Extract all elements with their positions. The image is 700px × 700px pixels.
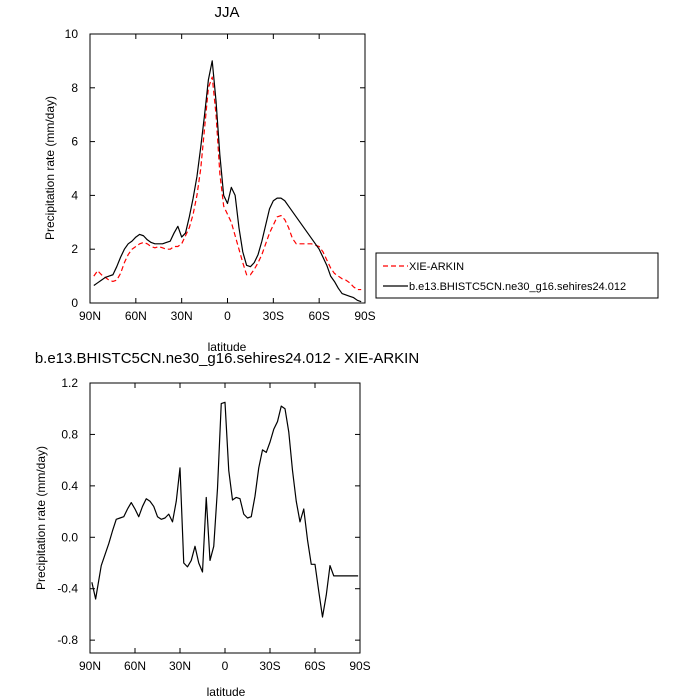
top-chart-ticks: 90N 60N 30N 0 30S 60S 90S 0 2 4 6 8 10 bbox=[65, 27, 376, 323]
legend-box bbox=[375, 252, 659, 299]
bottom-chart-series-line-0 bbox=[91, 401, 359, 618]
top-chart-x-axis-label: latitude bbox=[208, 340, 247, 354]
top-chart-y-tick-label: 0 bbox=[71, 296, 78, 310]
top-chart-y-tick-label: 10 bbox=[65, 27, 79, 41]
bottom-chart-y-tick-label: 0.0 bbox=[61, 530, 78, 544]
legend-label-model: b.e13.BHISTC5CN.ne30_g16.sehires24.012 bbox=[409, 281, 626, 293]
top-chart-y-tick-label: 2 bbox=[71, 242, 78, 256]
legend-label-xie-arkin: XIE-ARKIN bbox=[409, 261, 464, 273]
top-chart-y-axis-label: Precipitation rate (mm/day) bbox=[43, 96, 57, 240]
bottom-chart-x-axis-label: latitude bbox=[207, 685, 246, 699]
bottom-chart-x-tick-label: 90N bbox=[79, 659, 101, 673]
top-chart-x-tick-label: 0 bbox=[224, 309, 231, 323]
bottom-chart-y-tick-label: -0.8 bbox=[57, 633, 78, 647]
bottom-chart-y-tick-label: -0.4 bbox=[57, 582, 78, 596]
bottom-chart-x-tick-label: 0 bbox=[222, 659, 229, 673]
bottom-chart-y-tick-label: 1.2 bbox=[61, 376, 78, 390]
top-chart-x-tick-label: 90S bbox=[354, 309, 375, 323]
bottom-chart-x-tick-label: 60N bbox=[124, 659, 146, 673]
bottom-chart: b.e13.BHISTC5CN.ne30_g16.sehires24.012 -… bbox=[34, 350, 419, 699]
bottom-chart-x-tick-label: 30N bbox=[169, 659, 191, 673]
top-chart-x-tick-label: 60N bbox=[125, 309, 147, 323]
top-chart-legend: XIE-ARKIN b.e13.BHISTC5CN.ne30_g16.sehir… bbox=[375, 252, 659, 299]
bottom-chart-x-tick-label: 60S bbox=[304, 659, 325, 673]
bottom-chart-x-tick-label: 90S bbox=[349, 659, 370, 673]
bottom-chart-title: b.e13.BHISTC5CN.ne30_g16.sehires24.012 -… bbox=[35, 350, 419, 367]
bottom-chart-y-axis-label: Precipitation rate (mm/day) bbox=[34, 446, 48, 590]
bottom-chart-ticks: 90N 60N 30N 0 30S 60S 90S -0.8 -0.4 0.0 0.4 0.8 1.2 bbox=[57, 376, 370, 673]
top-chart-plot-frame bbox=[89, 33, 366, 304]
top-chart-series-line-0 bbox=[93, 76, 362, 291]
bottom-chart-y-tick-label: 0.8 bbox=[61, 427, 78, 441]
top-chart-y-tick-label: 4 bbox=[71, 188, 78, 202]
top-chart-x-tick-label: 90N bbox=[79, 309, 101, 323]
top-chart-title: JJA bbox=[214, 4, 239, 21]
top-chart-x-tick-label: 30S bbox=[263, 309, 284, 323]
top-chart-x-tick-label: 30N bbox=[171, 309, 193, 323]
top-chart-x-tick-label: 60S bbox=[308, 309, 329, 323]
top-chart-series-line-1 bbox=[93, 60, 362, 303]
bottom-chart-series bbox=[91, 401, 359, 618]
bottom-chart-x-tick-label: 30S bbox=[259, 659, 280, 673]
top-chart-series bbox=[93, 60, 362, 303]
top-chart-y-tick-label: 8 bbox=[71, 81, 78, 95]
bottom-chart-y-tick-label: 0.4 bbox=[61, 479, 78, 493]
top-chart-y-tick-label: 6 bbox=[71, 135, 78, 149]
bottom-chart-plot-frame bbox=[89, 382, 361, 654]
